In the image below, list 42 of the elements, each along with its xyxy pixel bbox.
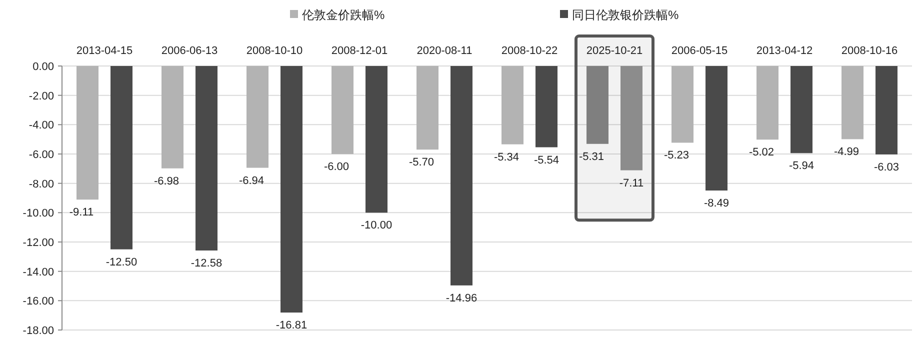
data-label: -12.58 [190,258,222,270]
data-label: -5.54 [534,154,560,166]
data-label: -6.98 [154,175,180,188]
x-tick-label: 2020-08-11 [416,45,472,57]
data-label: -6.00 [324,161,350,173]
x-tick-label: 2013-04-15 [76,45,133,57]
data-label: -6.94 [238,174,264,187]
x-tick-label: 2008-10-10 [246,45,303,57]
data-label: -5.70 [408,156,434,169]
data-label: -10.00 [360,220,392,232]
y-tick-label: -4.00 [28,120,54,132]
data-label: -5.23 [664,150,690,162]
data-label: -6.03 [874,161,900,174]
data-label: -5.34 [494,151,520,164]
legend-item: 伦敦金价跌幅% [290,8,385,22]
data-label: -4.99 [834,146,860,158]
data-label: -9.11 [69,206,94,219]
y-tick-label: -14.00 [22,266,54,278]
y-tick-label: -10.00 [22,208,54,220]
data-label: -5.31 [578,150,604,163]
data-label: -7.11 [619,177,644,190]
y-tick-label: -12.00 [22,237,54,249]
data-label: -8.49 [704,198,730,210]
y-tick-label: -18.00 [22,325,54,337]
data-label: -14.96 [446,292,478,304]
x-tick-label: 2006-05-15 [671,45,728,57]
data-label: -5.94 [788,160,814,172]
x-tick-label: 2013-04-12 [756,45,813,57]
legend-item: 同日伦敦银价跌幅% [560,8,679,22]
y-tick-label: 0.00 [32,61,54,73]
y-tick-label: -2.00 [28,90,54,102]
x-tick-label: 2025-10-21 [586,45,643,57]
y-tick-label: -8.00 [28,178,54,190]
data-label: -16.81 [276,320,308,332]
data-label: -12.50 [106,256,138,268]
x-tick-label: 2008-10-22 [501,45,558,57]
x-tick-label: 2008-12-01 [331,45,388,57]
y-tick-label: -6.00 [28,149,54,161]
data-label: -5.02 [748,146,774,159]
y-tick-label: -16.00 [22,296,54,308]
x-tick-label: 2008-10-16 [841,45,898,57]
x-tick-label: 2006-06-13 [161,45,218,57]
